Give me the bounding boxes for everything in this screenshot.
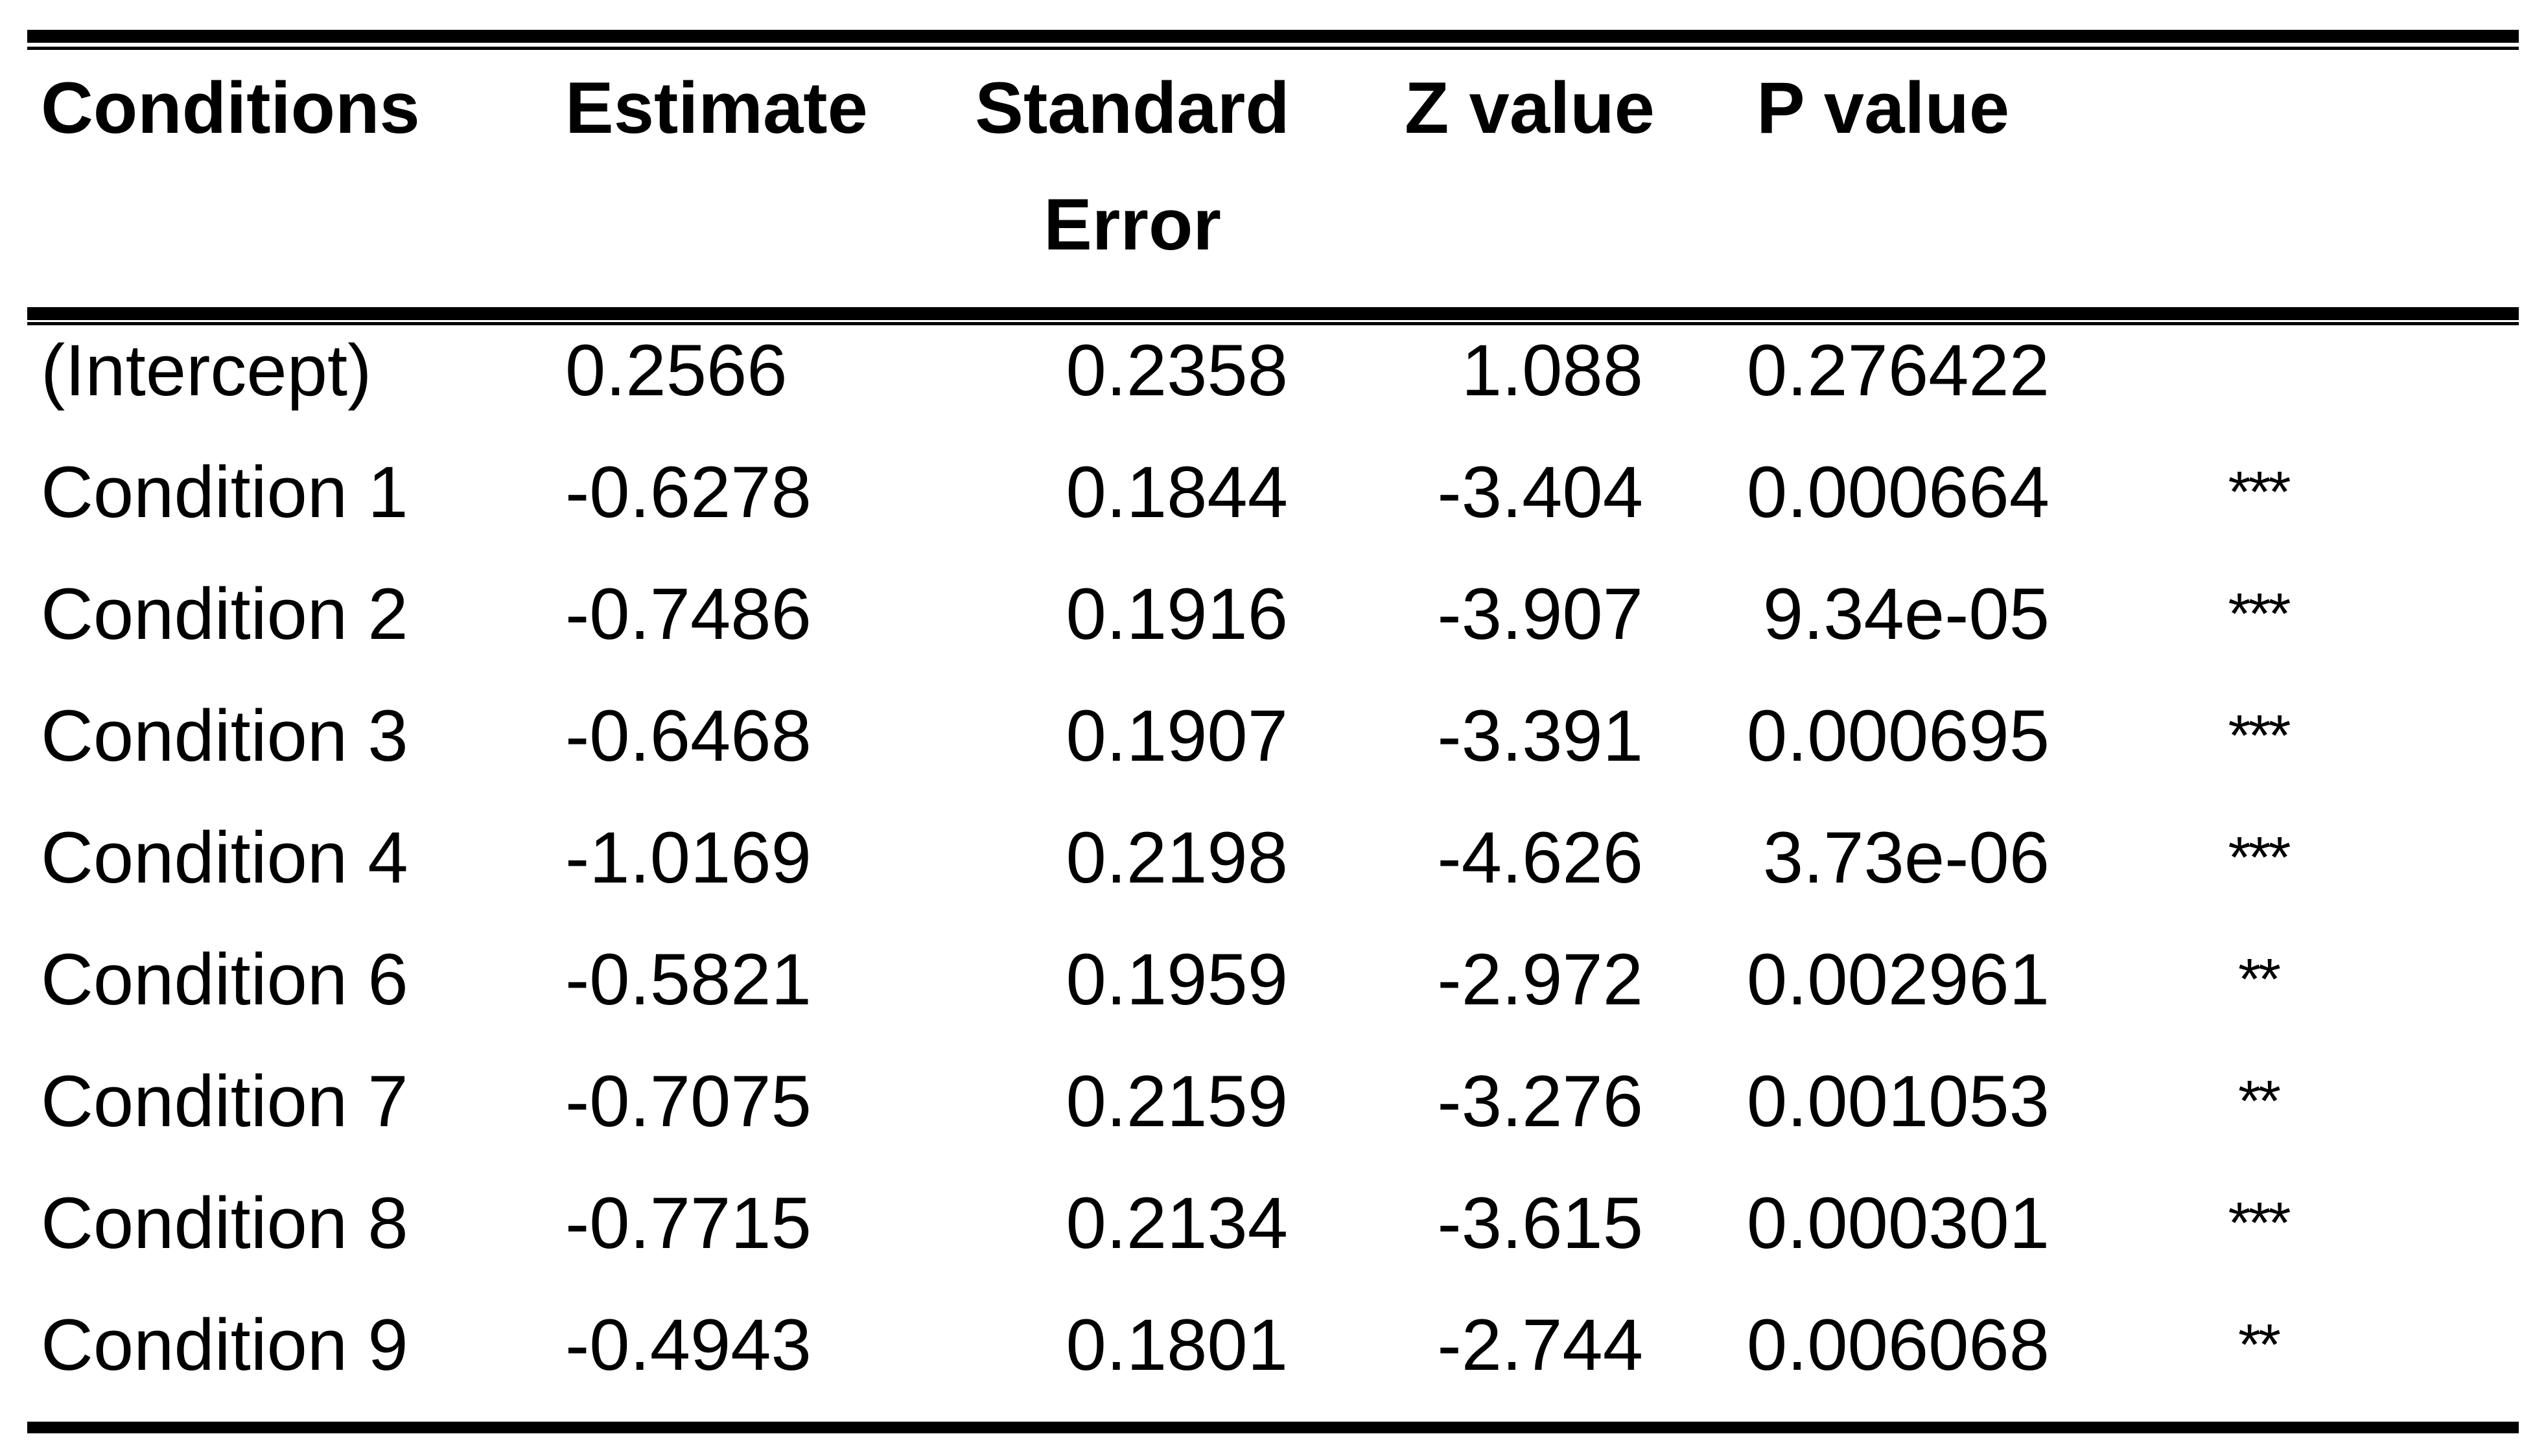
cell-p-value: 0.000695 — [1746, 695, 2050, 776]
cell-estimate: -1.0169 — [565, 817, 812, 898]
cell-estimate: -0.4943 — [565, 1304, 812, 1385]
cell-z-value: -3.391 — [1437, 695, 1643, 776]
cell-p-value: 3.73e-06 — [1762, 817, 2050, 898]
cell-condition: Condition 3 — [41, 695, 408, 776]
cell-estimate: -0.7075 — [565, 1061, 812, 1142]
cell-significance-stars: ** — [2237, 1313, 2281, 1378]
cell-p-value: 0.276422 — [1746, 330, 2050, 411]
cell-estimate: 0.2566 — [565, 330, 788, 411]
column-header-standard-error-line2: Error — [1044, 184, 1221, 265]
table-body: (Intercept) 0.2566 0.2358 1.088 0.276422… — [27, 325, 2519, 1422]
cell-standard-error: 0.1959 — [1066, 939, 1288, 1020]
cell-p-value: 0.000664 — [1746, 452, 2050, 533]
cell-estimate: -0.5821 — [565, 939, 812, 1020]
cell-z-value: -2.744 — [1437, 1304, 1643, 1385]
cell-z-value: -4.626 — [1437, 817, 1643, 898]
cell-p-value: 0.000301 — [1746, 1183, 2050, 1264]
column-header-estimate: Estimate — [565, 67, 868, 148]
cell-condition: Condition 1 — [41, 452, 408, 533]
cell-estimate: -0.6468 — [565, 695, 812, 776]
cell-significance-stars: ** — [2237, 1069, 2281, 1134]
cell-estimate: -0.6278 — [565, 452, 812, 533]
cell-significance-stars: *** — [2228, 582, 2291, 647]
cell-condition: Condition 7 — [41, 1061, 408, 1142]
table-header-row: Conditions Estimate Standard Error Z val… — [27, 50, 2519, 307]
column-header-p-value: P value — [1757, 67, 2010, 148]
cell-standard-error: 0.2198 — [1066, 817, 1288, 898]
cell-z-value: -3.907 — [1437, 573, 1643, 654]
cell-standard-error: 0.1916 — [1066, 573, 1288, 654]
cell-condition: Condition 8 — [41, 1183, 408, 1264]
header-separator-thin — [27, 322, 2519, 325]
cell-condition: Condition 9 — [41, 1304, 408, 1385]
cell-z-value: -3.615 — [1437, 1183, 1643, 1264]
regression-results-table: Conditions Estimate Standard Error Z val… — [27, 30, 2519, 1433]
cell-z-value: -3.276 — [1437, 1061, 1643, 1142]
cell-significance-stars: *** — [2228, 1191, 2291, 1256]
cell-significance-stars — [2147, 325, 2519, 447]
cell-condition: Condition 4 — [41, 817, 408, 898]
cell-significance-stars: *** — [2228, 704, 2291, 768]
column-header-standard-error-line1: Standard — [975, 67, 1290, 148]
cell-z-value: -2.972 — [1437, 939, 1643, 1020]
cell-p-value: 0.001053 — [1746, 1061, 2050, 1142]
cell-p-value: 0.006068 — [1746, 1304, 2050, 1385]
cell-significance-stars: *** — [2228, 460, 2291, 525]
column-header-standard-error: Standard Error — [863, 50, 1401, 307]
cell-z-value: -3.404 — [1437, 452, 1643, 533]
cell-standard-error: 0.2159 — [1066, 1061, 1288, 1142]
cell-condition: Condition 2 — [41, 573, 408, 654]
cell-standard-error: 0.1844 — [1066, 452, 1288, 533]
column-header-z-value: Z value — [1405, 67, 1655, 148]
cell-p-value: 0.002961 — [1746, 939, 2050, 1020]
cell-p-value: 9.34e-05 — [1762, 573, 2050, 654]
header-separator-thick — [27, 307, 2519, 320]
cell-standard-error: 0.1801 — [1066, 1304, 1288, 1385]
cell-condition: (Intercept) — [41, 330, 372, 411]
column-header-significance — [2147, 50, 2519, 307]
cell-standard-error: 0.2358 — [1066, 330, 1288, 411]
bottom-rule — [27, 1422, 2519, 1433]
cell-z-value: 1.088 — [1461, 330, 1643, 411]
cell-significance-stars: ** — [2237, 947, 2281, 1012]
cell-condition: Condition 6 — [41, 939, 408, 1020]
top-rule-thick — [27, 30, 2519, 43]
cell-estimate: -0.7486 — [565, 573, 812, 654]
column-header-conditions: Conditions — [41, 67, 420, 148]
cell-standard-error: 0.2134 — [1066, 1183, 1288, 1264]
top-rule-thin — [27, 47, 2519, 50]
cell-standard-error: 0.1907 — [1066, 695, 1288, 776]
cell-significance-stars: *** — [2228, 826, 2291, 890]
cell-estimate: -0.7715 — [565, 1183, 812, 1264]
